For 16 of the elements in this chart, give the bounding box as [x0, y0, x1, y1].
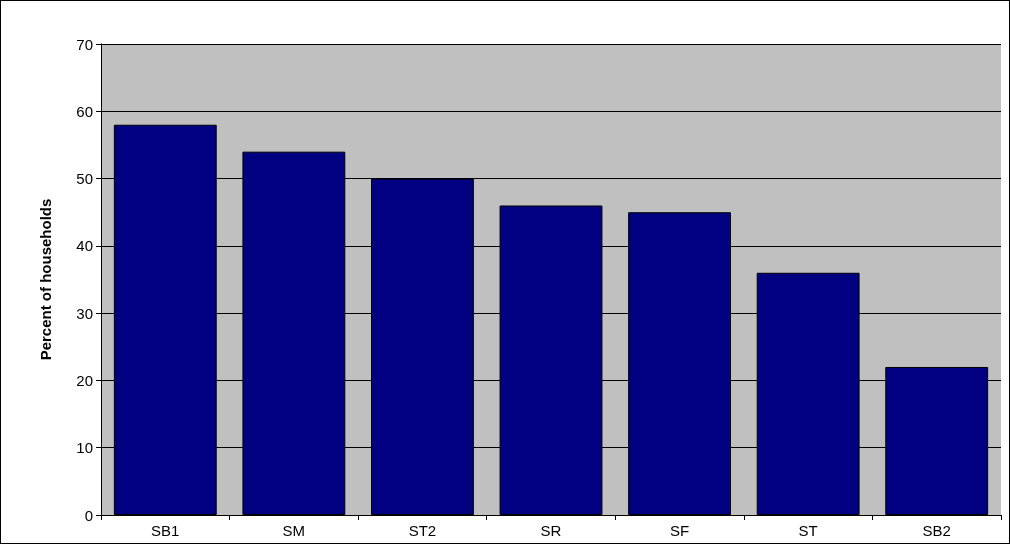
y-tick-label: 30 [76, 304, 93, 322]
y-tick-label: 70 [76, 35, 93, 53]
y-tick-label: 10 [76, 439, 93, 457]
x-tick-label: SR [540, 522, 562, 539]
x-tick-label: ST2 [408, 522, 437, 539]
y-tick-label: 0 [84, 506, 93, 524]
y-tick-label: 50 [76, 170, 93, 188]
x-tick-label: SM [282, 522, 306, 539]
y-tick-label: 60 [76, 102, 93, 120]
x-tick-label: SB1 [151, 522, 180, 539]
y-axis-title: Percent of households [37, 198, 54, 361]
x-tick-label: SF [669, 522, 690, 539]
y-tick-label: 20 [76, 371, 93, 389]
y-tick-label: 40 [76, 237, 93, 255]
x-tick-label: ST [798, 522, 818, 539]
x-tick-label: SB2 [922, 522, 951, 539]
